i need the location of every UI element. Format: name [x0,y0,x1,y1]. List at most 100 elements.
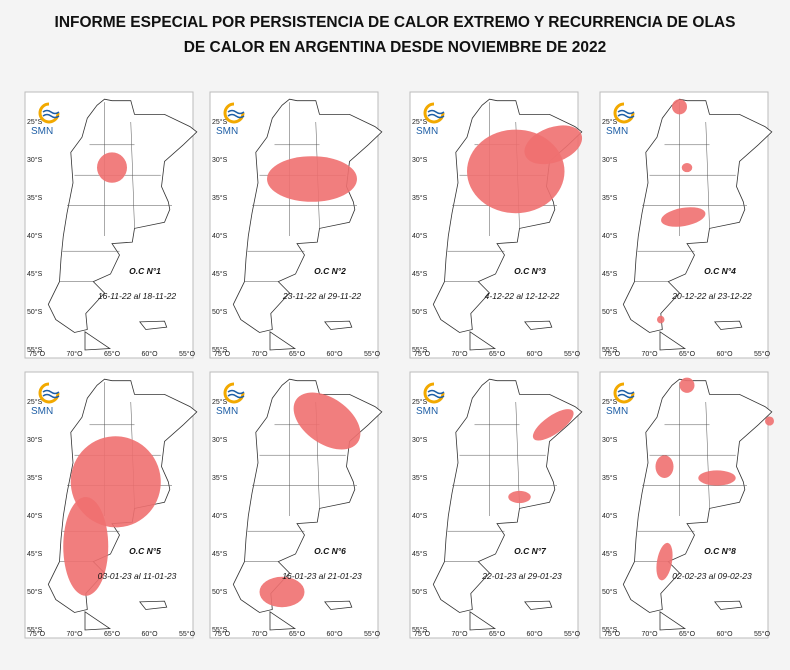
land-outline [469,611,497,631]
longitude-label: 55°O [564,630,581,638]
logo-wave [427,109,445,119]
latitude-label: 30°S [27,156,43,164]
longitude-label: 55°O [754,630,771,638]
latitude-label: 45°S [602,550,618,558]
latitude-label: 45°S [27,550,43,558]
land-outline [232,98,383,333]
longitude-label: 75°O [214,350,231,358]
latitude-label: 35°S [602,474,618,482]
land-outline [523,320,553,330]
panel-dates: 16-11-22 al 18-11-22 [98,291,176,301]
heat-area [524,125,583,165]
panel-label: O.C N°5 [129,546,161,556]
heat-area [532,409,574,441]
panel-dates: 4-12-22 al 12-12-22 [485,291,560,301]
latitude-label: 30°S [602,436,618,444]
heat-area [679,377,695,393]
map-panel: 25°S 30°S 35°S 40°S 45°S 50°S 55°S75°O 70°O 65°O… [209,91,383,359]
latitude-label: 50°S [412,588,428,596]
land-outline [138,600,168,610]
latitude-label: 30°S [412,436,428,444]
land-outline [138,320,168,330]
latitude-label: 35°S [212,194,228,202]
logo-wave [617,109,635,119]
latitude-label: 45°S [212,270,228,278]
latitude-label: 30°S [212,436,228,444]
latitude-label: 55°S [212,346,228,354]
heat-area [657,315,665,324]
heat-area [672,99,687,115]
panel-dates: 20-12-22 al 23-12-22 [671,291,752,301]
land-outline [269,611,297,631]
logo-wave [42,109,60,119]
latitude-label: 40°S [212,512,228,520]
latitude-label: 50°S [212,588,228,596]
land-outline [523,600,553,610]
latitude-label: 50°S [27,308,43,316]
panel-dates: 16-01-23 al 21-01-23 [282,571,362,581]
map-panel: 25°S 30°S 35°S 40°S 45°S 50°S 55°S75°O 70°O 65°O… [409,371,583,639]
latitude-label: 40°S [27,232,43,240]
longitude-label: 65°O [489,350,506,358]
province-border [705,401,710,509]
longitude-label: 65°O [489,630,506,638]
latitude-label: 55°S [412,346,428,354]
logo-wave [427,389,445,399]
latitude-label: 25°S [412,398,428,406]
latitude-label: 45°S [412,550,428,558]
heat-area [293,392,361,450]
panel-label: O.C N°8 [704,546,736,556]
panel-dates: 23-11-22 al 29-11-22 [282,291,361,301]
heat-area [661,207,706,227]
province-border [705,121,710,229]
title-line: DE CALOR EN ARGENTINA DESDE NOVIEMBRE DE… [184,39,607,56]
heat-area [97,152,127,183]
latitude-label: 40°S [212,232,228,240]
longitude-label: 55°O [564,350,581,358]
panel-label: O.C N°7 [514,546,547,556]
logo-wave [42,389,60,399]
longitude-label: 70°O [451,630,468,638]
map-panel: 25°S 30°S 35°S 40°S 45°S 50°S 55°S75°O 70°O 65°O… [24,91,198,359]
longitude-label: 70°O [251,350,268,358]
longitude-label: 65°O [679,350,696,358]
land-outline [659,331,687,351]
latitude-label: 50°S [602,308,618,316]
latitude-label: 40°S [602,512,618,520]
longitude-label: 55°O [754,350,771,358]
land-outline [323,320,353,330]
logo-text: SMN [606,126,628,137]
latitude-label: 45°S [212,550,228,558]
land-outline [659,611,687,631]
latitude-label: 35°S [602,194,618,202]
map-panel: 25°S 30°S 35°S 40°S 45°S 50°S 55°S75°O 70°O 65°O… [209,371,383,639]
longitude-label: 75°O [414,350,431,358]
longitude-label: 75°O [414,630,431,638]
latitude-label: 25°S [412,118,428,126]
longitude-label: 75°O [29,350,46,358]
land-outline [84,611,112,631]
latitude-label: 25°S [27,398,43,406]
logo-text: SMN [31,406,53,417]
logo-text: SMN [606,406,628,417]
latitude-label: 50°S [212,308,228,316]
latitude-label: 55°S [412,626,428,634]
panel-dates: 03-01-23 al 11-01-23 [98,571,177,581]
longitude-label: 65°O [104,350,121,358]
land-outline [269,331,297,351]
latitude-label: 40°S [412,232,428,240]
longitude-label: 55°O [364,350,381,358]
heat-area [267,156,357,202]
logo-text: SMN [216,406,238,417]
longitude-label: 60°O [526,350,543,358]
panel-label: O.C N°6 [314,546,346,556]
logo-text: SMN [31,126,53,137]
land-outline [713,600,743,610]
longitude-label: 65°O [679,630,696,638]
longitude-label: 60°O [141,630,158,638]
latitude-label: 25°S [602,118,618,126]
longitude-label: 65°O [289,630,306,638]
latitude-label: 55°S [212,626,228,634]
